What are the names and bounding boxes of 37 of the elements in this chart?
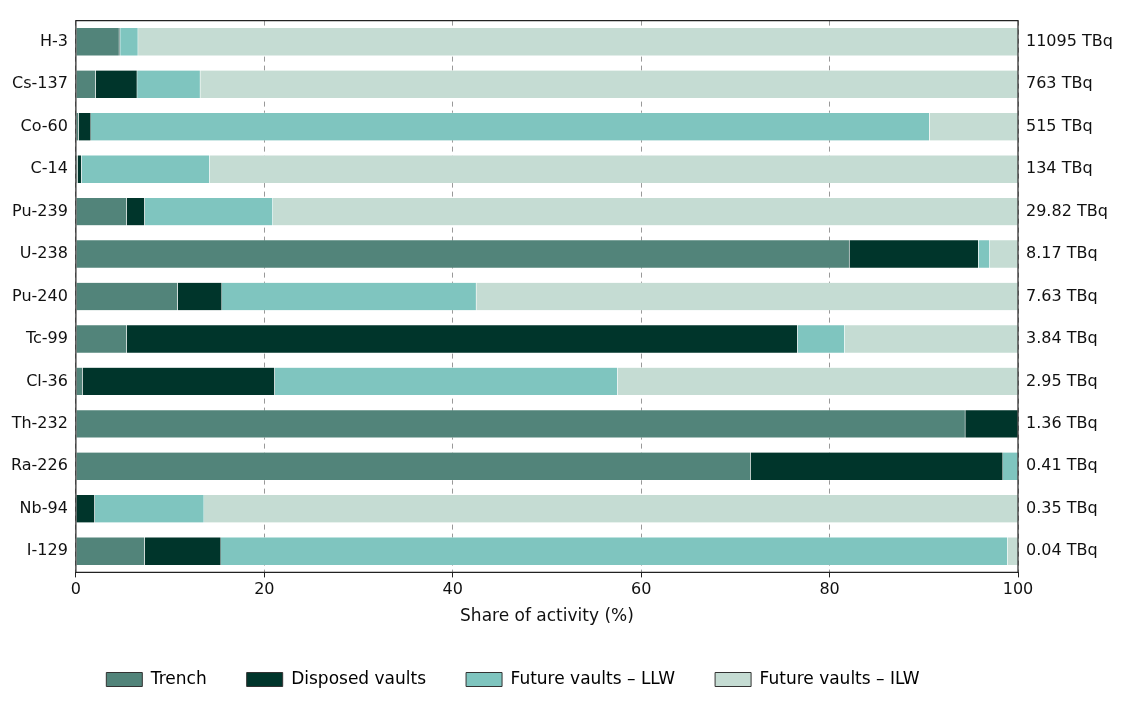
y-tick-label: I-129 <box>26 540 68 560</box>
y-tick-label: Cl-36 <box>26 370 68 390</box>
y-tick-label: U-238 <box>19 243 68 263</box>
y-tick-label: Th-232 <box>10 412 68 432</box>
text: 11095 TBq <box>1026 30 1113 50</box>
y-tick-label: Pu-240 <box>12 285 68 305</box>
legend-label: Future vaults – ILW <box>759 667 920 688</box>
legend-label: Disposed vaults <box>291 667 427 688</box>
x-tick-label: 0 <box>70 579 81 599</box>
text: 29.82 TBq <box>1026 200 1108 220</box>
x-tick-label: 80 <box>819 579 840 599</box>
y-tick-label: H-3 <box>39 30 68 50</box>
y-tick-label: Pu-239 <box>12 200 68 220</box>
text: 134 TBq <box>1026 158 1093 178</box>
x-tick-label: 40 <box>442 579 463 599</box>
text: 0.35 TBq <box>1026 497 1098 517</box>
text: 8.17 TBq <box>1026 243 1098 263</box>
y-tick-label: Tc-99 <box>24 328 68 348</box>
x-tick-label: 20 <box>254 579 275 599</box>
text: 3.84 TBq <box>1026 328 1098 348</box>
y-tick-label: Nb-94 <box>19 497 68 517</box>
text: 2.95 TBq <box>1026 370 1098 390</box>
text: 0.04 TBq <box>1026 540 1098 560</box>
y-tick-label: Co-60 <box>20 115 68 135</box>
y-tick-label: Cs-137 <box>12 73 68 93</box>
x-axis-title: Share of activity (%) <box>460 605 634 626</box>
y-tick-label: C-14 <box>30 158 68 178</box>
x-tick-label: 100 <box>1002 579 1034 599</box>
text: 1.36 TBq <box>1026 412 1098 432</box>
y-tick-label: Ra-226 <box>10 455 68 475</box>
text: 0.41 TBq <box>1026 455 1098 475</box>
legend-label: Trench <box>149 667 207 688</box>
x-tick-label: 60 <box>630 579 652 599</box>
text: 763 TBq <box>1026 73 1093 93</box>
text: 515 TBq <box>1026 115 1093 135</box>
text: 7.63 TBq <box>1026 285 1098 305</box>
legend-label: Future vaults – LLW <box>510 667 676 688</box>
